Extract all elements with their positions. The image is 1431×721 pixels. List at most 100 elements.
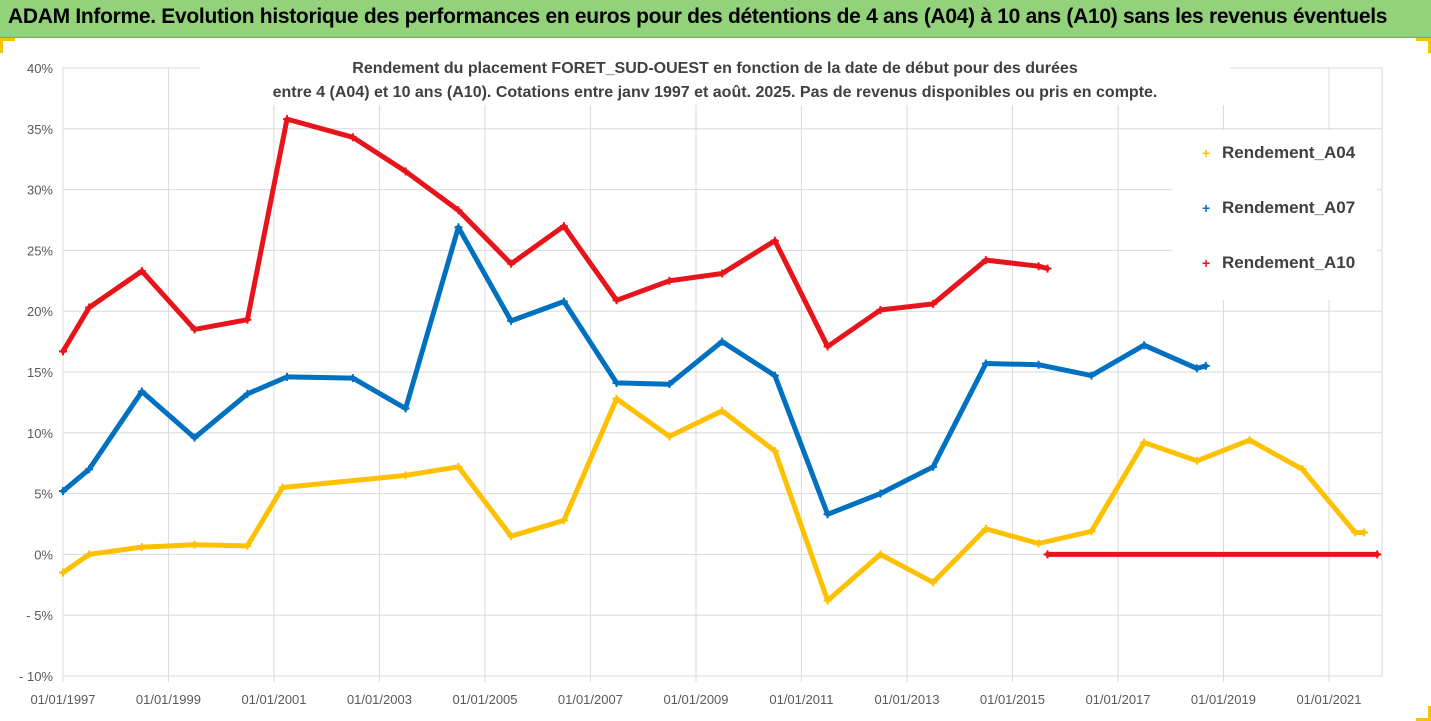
top-banner: ADAM Informe. Evolution historique des p…: [0, 0, 1431, 38]
rendement-a04-point: [1087, 527, 1096, 536]
x-tick-label: 01/01/1999: [136, 692, 201, 707]
rendement-a04-point: [770, 447, 779, 456]
rendement-a04-point: [190, 540, 199, 549]
rendement-a04-point: [59, 568, 67, 577]
rendement-a10-point: [1043, 264, 1052, 273]
chart-title: Rendement du placement FORET_SUD-OUEST e…: [200, 57, 1230, 105]
y-tick-label: 35%: [27, 122, 53, 137]
rendement-a07-point: [1201, 361, 1210, 370]
y-tick-label: 20%: [27, 304, 53, 319]
legend-label-a07: Rendement_A07: [1222, 198, 1356, 217]
rendement-a10-point: [718, 269, 727, 278]
rendement-a10-zero-point: [1043, 550, 1052, 559]
rendement-a10-point: [612, 296, 621, 305]
y-tick-label: 15%: [27, 365, 53, 380]
rendement-a10-point: [85, 303, 94, 312]
rendement-a07-point: [981, 359, 990, 368]
rendement-a04-point: [137, 543, 146, 552]
legend-item-a04: + Rendement_A04: [1202, 143, 1355, 169]
x-tick-label: 01/01/2021: [1296, 692, 1361, 707]
rendement-a10-point: [823, 342, 832, 351]
chart-title-line-1: Rendement du placement FORET_SUD-OUEST e…: [352, 60, 1078, 77]
x-axis-tick-labels: 01/01/1997 01/01/1999 01/01/2001 01/01/2003…: [30, 692, 1361, 707]
legend-marker-a04: +: [1202, 145, 1211, 161]
frame-corner-left: [0, 38, 15, 53]
rendement-a07-point: [137, 387, 146, 396]
x-tick-label: 01/01/2001: [241, 692, 306, 707]
rendement-a10-point: [876, 305, 885, 314]
rendement-a10-point: [665, 276, 674, 285]
rendement-a04-point: [718, 406, 727, 415]
rendement-a04-point: [612, 394, 621, 403]
frame-corner-right: [1416, 38, 1431, 53]
rendement-a10-point: [59, 347, 67, 356]
series-layer: [59, 115, 1382, 605]
rendement-a04-point: [1140, 438, 1149, 447]
x-tick-label: 01/01/2011: [769, 692, 833, 707]
rendement-a07-point: [1034, 360, 1043, 369]
rendement-a04-point: [85, 550, 94, 559]
rendement-a10-point: [507, 259, 516, 268]
rendement-a07-point: [612, 378, 621, 387]
rendement-a07-point: [559, 297, 568, 306]
y-tick-label: 40%: [27, 61, 53, 76]
rendement-a07-point: [665, 380, 674, 389]
rendement-a04-point: [823, 596, 832, 605]
rendement-a07-point: [770, 371, 779, 380]
chart-title-line-2: entre 4 (A04) et 10 ans (A10). Cotations…: [272, 84, 1158, 101]
x-tick-label: 01/01/2005: [452, 692, 517, 707]
rendement-a04-point: [1351, 528, 1360, 537]
y-tick-label: - 5%: [26, 608, 53, 623]
rendement-a04-point: [1245, 436, 1254, 445]
x-tick-label: 01/01/2015: [980, 692, 1045, 707]
rendement-a04-point: [1298, 465, 1307, 474]
rendement-a07-point: [929, 462, 938, 471]
legend-label-a04: Rendement_A04: [1222, 143, 1356, 162]
rendement-a10-point: [981, 256, 990, 265]
rendement-a04-point: [929, 578, 938, 587]
banner-title: ADAM Informe. Evolution historique des p…: [8, 5, 1388, 28]
x-tick-label: 01/01/1997: [30, 692, 95, 707]
rendement-a10-zero-point: [1373, 550, 1382, 559]
legend-label-a10: Rendement_A10: [1222, 253, 1356, 272]
x-tick-label: 01/01/2009: [663, 692, 728, 707]
rendement-a07-point: [190, 433, 199, 442]
rendement-a07-point: [348, 374, 357, 383]
rendement-a07-point: [876, 489, 885, 498]
frame-corner-bottom-right: [1416, 706, 1431, 721]
rendement-a07-point: [401, 404, 410, 413]
rendement-a04-point: [559, 516, 568, 525]
y-tick-label: 25%: [27, 243, 53, 258]
rendement-a04-point: [1192, 456, 1201, 465]
legend-item-a10: + Rendement_A10: [1202, 253, 1355, 279]
x-tick-label: 01/01/2003: [347, 692, 412, 707]
rendement-a07-point: [85, 465, 94, 474]
rendement-a04-point: [876, 550, 885, 559]
rendement-a04-point: [454, 462, 463, 471]
rendement-a10-point: [348, 133, 357, 142]
rendement-a10-point: [282, 115, 291, 124]
rendement-a07-point: [243, 389, 252, 398]
legend-marker-a07: +: [1202, 200, 1211, 216]
legend-item-a07: + Rendement_A07: [1202, 198, 1355, 224]
rendement-a10-line: [60, 116, 1050, 354]
rendement-a07-point: [823, 510, 832, 519]
rendement-a10-point: [401, 167, 410, 176]
rendement-a10-point: [559, 222, 568, 231]
y-tick-label: - 10%: [19, 669, 53, 684]
rendement-a07-point: [1192, 364, 1201, 373]
rendement-a04-point: [278, 483, 287, 492]
rendement-a04-point: [401, 471, 410, 480]
rendement-a04-point: [665, 432, 674, 441]
rendement-a04-point: [507, 532, 516, 541]
rendement-a04-point: [1360, 528, 1369, 537]
y-tick-label: 30%: [27, 183, 53, 198]
rendement-a10-point: [1034, 262, 1043, 271]
rendement-a10-point: [454, 206, 463, 215]
rendement-a04-point: [243, 541, 252, 550]
rendement-a07-point: [454, 223, 463, 232]
y-tick-label: 5%: [34, 487, 53, 502]
rendement-a07-line: [60, 224, 1209, 517]
y-tick-label: 0%: [34, 547, 53, 562]
rendement-a10-point: [137, 267, 146, 276]
